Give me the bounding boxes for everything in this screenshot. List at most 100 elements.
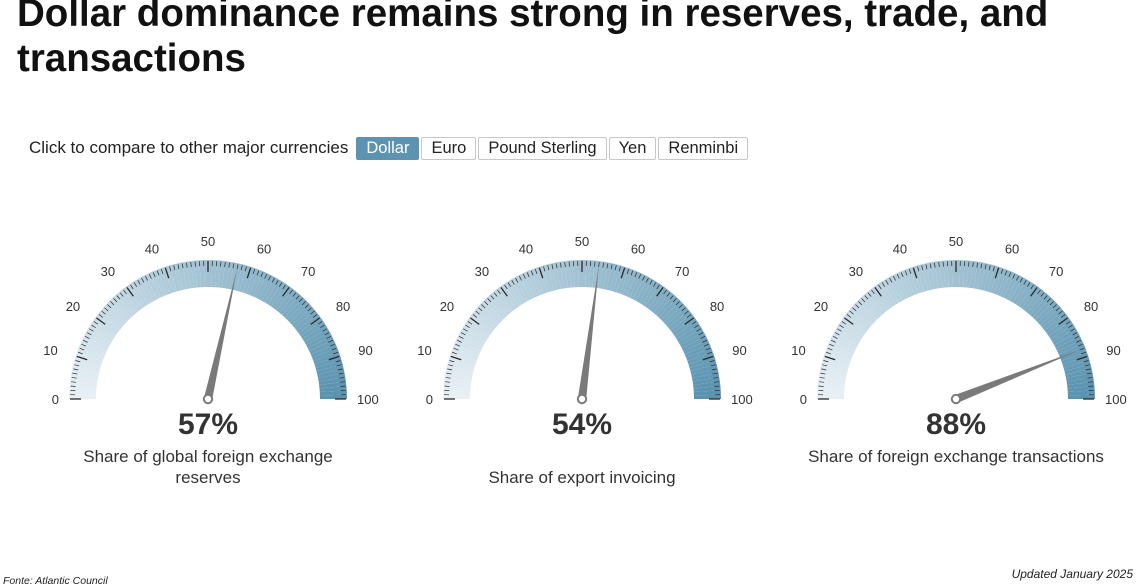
gauge-needle [954,349,1082,403]
gauge-minor-tick [564,262,566,268]
gauge-band-segment [181,261,191,289]
gauge-band-segment [693,385,721,392]
gauge-minor-tick [855,304,860,309]
gauge-band-segment [313,351,341,365]
updated-note: Updated January 2025 [1011,567,1133,581]
gauge-reserves-value: 57% [177,408,239,441]
gauge-minor-tick [110,301,115,306]
gauge-band-segment [818,377,846,385]
gauge-band-segment [596,261,604,289]
gauge-major-tick [702,355,714,361]
euro-button[interactable]: Euro [421,136,477,160]
gauge-minor-tick [463,328,468,332]
gauge-minor-tick [336,364,342,367]
gauge-band-segment [1066,372,1094,382]
gauge-band-segment [486,294,508,318]
gauge-band-segment [270,284,290,309]
gauge-band-segment [318,372,346,382]
gauge-needle-hub [950,393,962,405]
gauge-minor-tick [1049,301,1054,306]
gauge-band-segment [564,260,572,288]
gauge-band-segment [846,310,870,331]
gauge-band-segment [472,310,496,331]
gauge-minor-tick [331,347,337,351]
gauge-band-segment [446,364,474,375]
gauge-band-segment [296,313,321,334]
gauge-band-segment [1018,284,1038,309]
page-title: Dollar dominance remains strong in reser… [17,0,1049,80]
gauge-band-segment [1006,275,1023,301]
gauge-minor-tick [91,324,96,329]
gauge-minor-tick [335,360,341,363]
gauge-minor-tick [992,266,995,272]
gauge-minor-tick [1065,321,1071,325]
gauge-band-segment [1035,300,1058,323]
gauge-minor-tick [79,347,85,351]
gauge-band-segment [1009,277,1027,303]
gauge-band-segment [292,307,316,328]
gauge-minor-tick [228,262,230,268]
gauge-band-segment [942,260,949,288]
gauge-minor-tick [649,280,653,285]
gauge-minor-tick [101,310,106,315]
gauge-minor-tick [551,264,554,270]
gauge-export-invoicing-dial: 0 10 20 30 40 50 60 70 80 90 100 [417,234,752,407]
gauge-minor-tick [917,266,920,272]
gauge-band-segment [867,289,888,313]
gauge-minor-tick [116,295,121,300]
gauge-band-segment [817,394,845,399]
gauge-band-segment [88,324,114,342]
currency-selector: Click to compare to other major currenci… [29,136,750,160]
gauge-minor-tick [645,277,649,283]
renminbi-button[interactable]: Renminbi [658,136,749,160]
gauge-band-segment [1067,394,1095,399]
gauge-major-tick [656,286,664,297]
gauge-minor-tick [328,339,334,343]
gauge-tick-label: 90 [1106,343,1120,358]
gauge-band-segment [242,266,256,294]
pound-sterling-button[interactable]: Pound Sterling [478,136,607,160]
gauge-minor-tick [821,368,827,371]
gauge-band-segment [203,260,208,288]
gauge-band-segment [316,364,344,375]
gauge-band-segment [490,291,511,315]
gauge-band-segment [100,307,124,328]
gauge-minor-tick [333,351,338,355]
gauge-band-segment [268,281,287,307]
gauge-band-segment [444,377,472,385]
gauge-minor-tick [173,265,176,271]
gauge-band-segment [1067,385,1095,392]
dollar-button[interactable]: Dollar [356,136,420,160]
gauge-band-segment [889,275,906,301]
gauge-band-segment [72,364,100,375]
gauge-reserves-dial: 0 10 20 30 40 50 60 70 80 90 100 [43,234,378,407]
gauge-band-segment [160,266,174,294]
gauge-band-segment [126,284,146,309]
gauge-tick-label: 70 [1049,264,1063,279]
gauge-minor-tick [1072,332,1078,336]
gauge-minor-tick [133,282,138,287]
gauge-minor-tick [530,270,534,276]
gauge-major-tick [282,286,290,297]
gauge-minor-tick [669,295,674,300]
gauge-band-segment [480,300,503,323]
gauge-minor-tick [1026,282,1031,287]
gauge-band-segment [693,381,721,389]
gauge-needle-hub [576,393,588,405]
gauge-minor-tick [823,360,829,363]
gauge-band-segment [208,260,213,288]
gauge-minor-tick [1052,304,1057,309]
gauge-band-segment [235,264,247,292]
gauge-tick-label: 30 [475,264,489,279]
gauge-band-segment [843,313,868,334]
gauge-band-segment [69,390,97,396]
gauge-major-tick [1030,286,1038,297]
gauge-band-segment [539,265,551,293]
gauge-minor-tick [652,282,657,287]
gauge-minor-tick [295,295,300,300]
yen-button[interactable]: Yen [608,136,657,160]
gauge-tick-label: 20 [66,299,80,314]
gauge-minor-tick [484,301,489,306]
gauge-band-segment [443,381,471,389]
gauge-band-segment [225,261,235,289]
